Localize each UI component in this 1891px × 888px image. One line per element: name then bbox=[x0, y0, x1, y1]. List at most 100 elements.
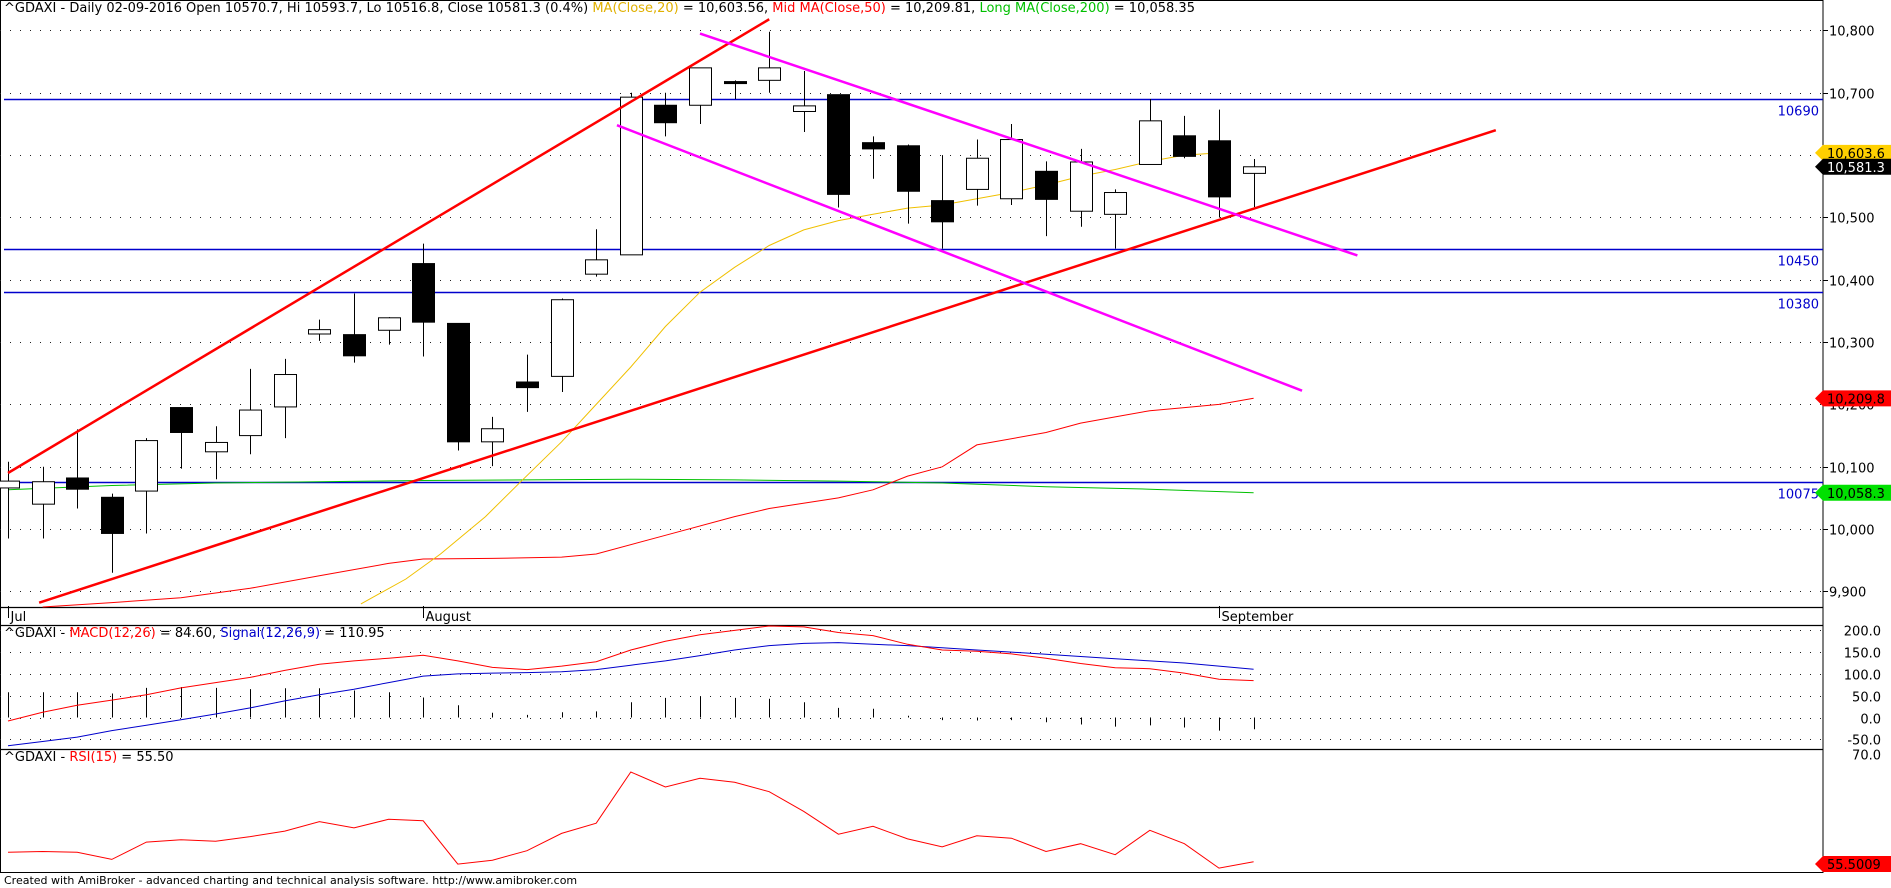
horizontal-level-label: 10690 bbox=[1778, 105, 1819, 120]
plot-frame bbox=[0, 0, 1824, 873]
candle-body-up bbox=[274, 374, 297, 408]
rsi-label: RSI(15) bbox=[69, 750, 118, 765]
price-header: ^GDAXI - Daily 02-09-2016 Open 10570.7, … bbox=[4, 1, 1195, 16]
candle-body-down bbox=[931, 200, 954, 223]
candle-body-up bbox=[1243, 166, 1266, 174]
price-tag-label: 10,058.3 bbox=[1827, 487, 1885, 502]
x-tick-label: Jul bbox=[10, 610, 27, 625]
price-tag-box bbox=[1815, 144, 1891, 161]
candle-body-up bbox=[378, 317, 401, 331]
horizontal-level-label: 10380 bbox=[1778, 298, 1819, 313]
candle-body-up bbox=[966, 157, 989, 190]
horizontal-level-label: 10075 bbox=[1778, 488, 1819, 503]
macd-value: = 84.60, bbox=[155, 626, 217, 641]
candle-body-down bbox=[1173, 135, 1196, 157]
macd-y-tick-label: 200.0 bbox=[1844, 625, 1881, 640]
price-y-tick-label: 10,500 bbox=[1829, 212, 1875, 227]
ma200-value: = 10,058.35 bbox=[1109, 1, 1195, 16]
candle-body-down bbox=[447, 322, 470, 443]
price-tag: 10,581.3 bbox=[1815, 158, 1891, 176]
candle-body-up bbox=[1104, 192, 1127, 215]
price-tag-label: 10,603.6 bbox=[1827, 147, 1885, 162]
macd-label: MACD(12,26) bbox=[69, 626, 156, 641]
macd-signal-line bbox=[7, 642, 1254, 747]
red-trendline bbox=[7, 18, 770, 475]
magenta-trendline bbox=[699, 32, 1358, 257]
rsi-symbol: ^GDAXI bbox=[4, 750, 57, 765]
red-trendline bbox=[38, 129, 1497, 604]
candle-body-up bbox=[0, 480, 20, 489]
price-y-tick-label: 10,400 bbox=[1829, 275, 1875, 290]
rsi-header: ^GDAXI - RSI(15) = 55.50 bbox=[4, 750, 174, 765]
candle-body-down bbox=[827, 94, 850, 195]
x-tick-label: August bbox=[426, 610, 472, 625]
price-y-tick-label: 10,100 bbox=[1829, 462, 1875, 477]
candle-body-down bbox=[862, 142, 885, 150]
footer-credit: Created with AmiBroker - advanced charti… bbox=[4, 874, 578, 887]
candle-body-up bbox=[1070, 161, 1093, 212]
macd-y-tick-label: 150.0 bbox=[1844, 647, 1881, 662]
candle-body-up bbox=[205, 441, 228, 453]
candle-body-up bbox=[239, 409, 262, 437]
price-y-tick-label: 9,900 bbox=[1829, 586, 1866, 601]
candle-body-up bbox=[308, 329, 331, 335]
candle-body-down bbox=[1035, 170, 1058, 200]
candle-body-down bbox=[724, 81, 747, 85]
candle-body-up bbox=[585, 259, 608, 275]
signal-value: = 110.95 bbox=[320, 626, 385, 641]
candle-body-down bbox=[412, 263, 435, 323]
candle-body-down bbox=[516, 381, 539, 389]
ma20-value: = 10,603.56, bbox=[678, 1, 769, 16]
price-tag: 10,209.8 bbox=[1815, 390, 1891, 407]
price-y-tick-label: 10,300 bbox=[1829, 337, 1875, 352]
macd-y-tick-label: -50.0 bbox=[1847, 734, 1881, 749]
ma50-label: Mid MA(Close,50) bbox=[772, 1, 886, 16]
price-tag-label: 10,581.3 bbox=[1827, 161, 1885, 176]
candle-body-up bbox=[135, 440, 158, 492]
candle-body-up bbox=[1000, 139, 1023, 200]
candle-body-down bbox=[1208, 140, 1231, 198]
x-tick-label: September bbox=[1222, 610, 1295, 625]
rsi-line bbox=[7, 771, 1254, 869]
macd-header: ^GDAXI - MACD(12,26) = 84.60, Signal(12,… bbox=[4, 626, 385, 641]
price-tag-box bbox=[1815, 390, 1891, 407]
signal-label: Signal(12,26,9) bbox=[220, 626, 321, 641]
candle-body-up bbox=[32, 481, 55, 505]
macd-y-tick-label: 100.0 bbox=[1844, 669, 1881, 684]
macd-y-tick-label: 50.0 bbox=[1852, 691, 1881, 706]
ma200-line bbox=[7, 478, 1254, 494]
candle-body-up bbox=[758, 67, 781, 81]
price-tag: 10,603.6 bbox=[1815, 144, 1891, 162]
rsi-value: = 55.50 bbox=[117, 750, 174, 765]
candle-body-down bbox=[101, 496, 124, 534]
price-tag-box bbox=[1815, 158, 1891, 175]
ma20-label: MA(Close,20) bbox=[592, 1, 679, 16]
rsi-tag-box bbox=[1815, 856, 1891, 872]
candle-body-up bbox=[793, 105, 816, 112]
horizontal-level-label: 10450 bbox=[1778, 255, 1819, 270]
price-y-tick-label: 10,700 bbox=[1829, 88, 1875, 103]
candle-body-up bbox=[1139, 120, 1162, 165]
candle-body-down bbox=[897, 145, 920, 192]
ma50-line bbox=[42, 397, 1254, 608]
price-tag-box bbox=[1815, 484, 1891, 501]
rsi-y-tick-label: 70.0 bbox=[1852, 749, 1881, 764]
macd-line bbox=[7, 625, 1254, 722]
candle-body-up bbox=[481, 428, 504, 443]
magenta-trendline bbox=[616, 124, 1303, 392]
ma50-value: = 10,209.81, bbox=[885, 1, 976, 16]
price-header-prefix: ^GDAXI - Daily 02-09-2016 Open 10570.7, … bbox=[4, 1, 589, 16]
candle-body-down bbox=[170, 407, 193, 433]
candle-body-up bbox=[551, 299, 574, 377]
candle-body-down bbox=[66, 477, 89, 490]
macd-y-tick-label: 0.0 bbox=[1860, 713, 1881, 728]
price-tag: 10,058.3 bbox=[1815, 484, 1891, 502]
price-y-tick-label: 10,800 bbox=[1829, 25, 1875, 40]
price-tag-label: 10,209.8 bbox=[1827, 392, 1885, 407]
price-y-tick-label: 10,000 bbox=[1829, 524, 1875, 539]
candle-body-up bbox=[689, 67, 712, 106]
ma20-line bbox=[360, 152, 1220, 605]
rsi-tag-label: 55.5009 bbox=[1827, 858, 1881, 873]
